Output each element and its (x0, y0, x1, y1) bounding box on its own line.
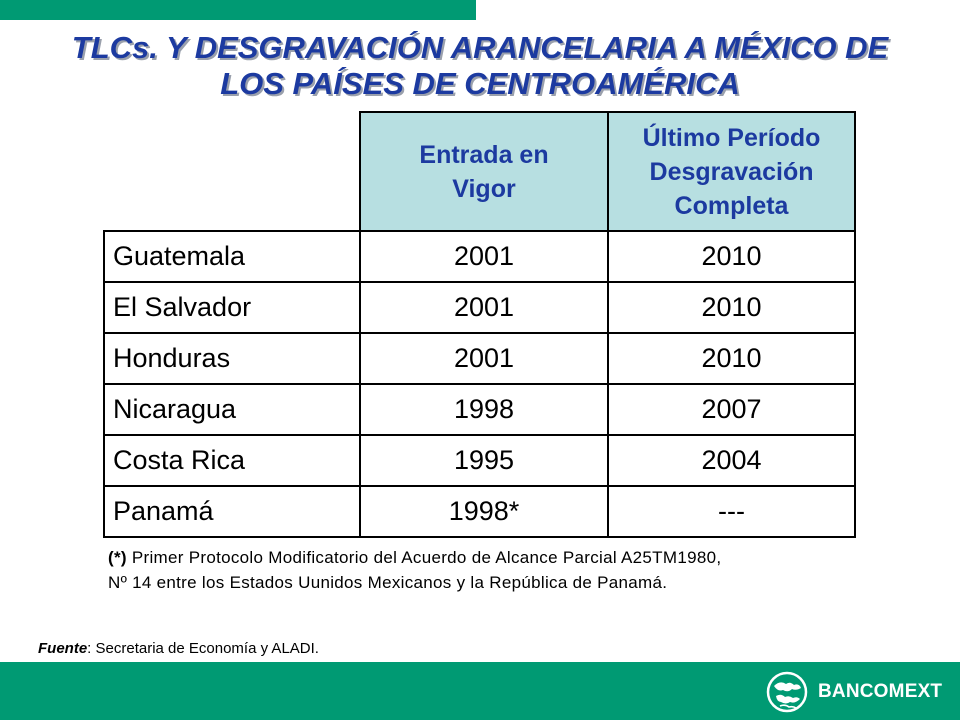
table-header-row: Entrada en Vigor Último Período Desgrava… (104, 111, 856, 232)
table-row: Honduras 2001 2010 (103, 332, 856, 385)
entry-year-cell: 2001 (359, 281, 609, 334)
last-period-cell: 2007 (607, 383, 856, 436)
table-row: Costa Rica 1995 2004 (103, 434, 856, 487)
tlc-table: Entrada en Vigor Último Período Desgrava… (103, 111, 856, 538)
footnote-mark: (*) (108, 548, 127, 567)
entry-year-cell: 1995 (359, 434, 609, 487)
header-last-line-2: Desgravación (649, 157, 814, 186)
source-label: Fuente (38, 640, 88, 657)
last-period-cell: 2004 (607, 434, 856, 487)
logo-text: BANCOMEXT (818, 681, 943, 702)
slide-title-line-1: TLCs. Y DESGRAVACIÓN ARANCELARIA A MÉXIC… (71, 30, 889, 65)
slide-title-line-2: LOS PAÍSES DE CENTROAMÉRICA (220, 66, 740, 101)
header-entry-in-force: Entrada en Vigor (359, 111, 609, 232)
table-header-empty (104, 112, 360, 231)
entry-year-cell: 1998* (359, 485, 609, 538)
last-period-cell: 2010 (607, 281, 856, 334)
country-cell: Guatemala (103, 230, 361, 283)
footnote: (*) Primer Protocolo Modificatorio del A… (108, 545, 888, 595)
header-last-line-3: Completa (674, 191, 789, 220)
entry-year-cell: 1998 (359, 383, 609, 436)
country-cell: Costa Rica (103, 434, 361, 487)
header-entry-line-2: Vigor (452, 174, 516, 203)
table-row: Panamá 1998* --- (103, 485, 856, 538)
footnote-line-1: (*) Primer Protocolo Modificatorio del A… (108, 545, 888, 570)
footnote-text-1: Primer Protocolo Modificatorio del Acuer… (126, 548, 722, 567)
header-last-period: Último Período Desgravación Completa (607, 111, 856, 232)
slide-title: TLCs. Y DESGRAVACIÓN ARANCELARIA A MÉXIC… (0, 30, 960, 102)
country-cell: Panamá (103, 485, 361, 538)
table-row: Nicaragua 1998 2007 (103, 383, 856, 436)
footnote-line-2: Nº 14 entre los Estados Uunidos Mexicano… (108, 573, 668, 592)
entry-year-cell: 2001 (359, 332, 609, 385)
country-cell: Honduras (103, 332, 361, 385)
last-period-cell: 2010 (607, 230, 856, 283)
country-cell: El Salvador (103, 281, 361, 334)
top-accent-bar (0, 0, 476, 20)
bancomext-logo: BANCOMEXT (766, 670, 942, 714)
bottom-brand-bar (0, 662, 960, 720)
entry-year-cell: 2001 (359, 230, 609, 283)
table-row: El Salvador 2001 2010 (103, 281, 856, 334)
source-text: : Secretaria de Economía y ALADI. (87, 640, 319, 657)
header-last-line-1: Último Período (642, 123, 821, 152)
header-entry-line-1: Entrada en (419, 140, 549, 169)
last-period-cell: --- (607, 485, 856, 538)
source-note: Fuente: Secretaria de Economía y ALADI. (38, 640, 319, 657)
last-period-cell: 2010 (607, 332, 856, 385)
globe-icon (766, 671, 808, 713)
country-cell: Nicaragua (103, 383, 361, 436)
table-row: Guatemala 2001 2010 (103, 230, 856, 283)
